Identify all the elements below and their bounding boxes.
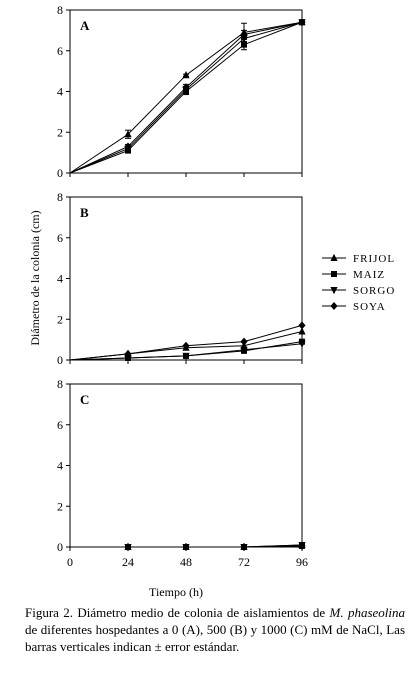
legend-label-frijol: FRIJOL xyxy=(353,253,395,265)
y-tick-label: 6 xyxy=(57,231,63,245)
panel-label: B xyxy=(80,205,89,220)
y-tick-label: 4 xyxy=(57,272,63,286)
legend-marker-frijol xyxy=(330,253,338,261)
legend: FRIJOL MAIZ SORGO SOYA xyxy=(322,253,395,313)
data-point-soya xyxy=(240,30,248,39)
y-tick-label: 2 xyxy=(57,125,63,139)
y-tick-label: 0 xyxy=(57,166,63,180)
legend-label-sorgo: SORGO xyxy=(353,285,395,297)
y-tick-label: 6 xyxy=(57,418,63,432)
y-tick-label: 2 xyxy=(57,312,63,326)
plot-frame xyxy=(69,383,303,548)
y-tick-label: 4 xyxy=(57,459,63,473)
y-tick-label: 6 xyxy=(57,44,63,58)
data-point-maiz xyxy=(241,41,247,48)
caption-suffix: de diferentes hospedantes a 0 (A), 500 (… xyxy=(25,622,405,654)
data-point-soya xyxy=(240,337,248,346)
data-point-soya xyxy=(298,541,306,550)
legend-label-soya: SOYA xyxy=(353,301,386,313)
legend-marker-sorgo xyxy=(330,287,338,295)
x-tick-label: 48 xyxy=(180,555,192,569)
y-tick-label: 8 xyxy=(57,190,63,204)
data-point-soya xyxy=(182,543,190,551)
series-line-sorgo xyxy=(69,21,303,174)
y-tick-label: 0 xyxy=(57,540,63,554)
x-axis-label: Tiempo (h) xyxy=(149,585,203,599)
y-tick-label: 2 xyxy=(57,499,63,513)
y-tick-label: 8 xyxy=(57,3,63,17)
data-point-soya xyxy=(182,341,190,350)
y-axis-label: Diámetro de la colonia (cm) xyxy=(28,210,42,345)
data-point-sorgo xyxy=(298,340,306,348)
x-tick-label: 24 xyxy=(122,555,134,569)
data-point-soya xyxy=(240,543,248,551)
legend-label-maiz: MAIZ xyxy=(353,269,385,281)
y-tick-label: 8 xyxy=(57,377,63,391)
x-tick-label: 72 xyxy=(238,555,250,569)
data-point-frijol xyxy=(124,130,132,138)
data-point-sorgo xyxy=(124,354,132,363)
x-tick-label: 96 xyxy=(296,555,308,569)
y-tick-label: 4 xyxy=(57,85,63,99)
legend-marker-maiz xyxy=(331,271,337,277)
y-tick-label: 0 xyxy=(57,353,63,367)
data-point-soya xyxy=(298,321,306,330)
data-point-frijol xyxy=(298,327,306,335)
panel-b: 0 2 4 6 8 B xyxy=(57,190,306,367)
panel-label: A xyxy=(80,18,90,33)
data-point-soya xyxy=(124,142,132,151)
x-tick-label: 0 xyxy=(67,555,73,569)
legend-marker-soya xyxy=(330,302,338,310)
data-point-sorgo xyxy=(240,35,248,43)
data-point-soya xyxy=(124,543,132,551)
panel-label: C xyxy=(80,392,89,407)
series-line-maiz xyxy=(69,21,303,174)
data-point-soya xyxy=(182,83,190,92)
data-point-soya xyxy=(298,18,306,27)
series-line-soya xyxy=(69,21,303,174)
data-point-soya xyxy=(124,349,132,358)
data-point-sorgo xyxy=(182,352,190,361)
caption-species: M. phaseolina xyxy=(329,605,405,620)
caption-prefix: Figura 2. Diámetro medio de colonia de a… xyxy=(25,605,326,620)
panel-a: 0 2 4 6 8 A xyxy=(57,3,306,180)
data-point-sorgo xyxy=(240,346,248,355)
data-point-frijol xyxy=(182,71,190,79)
series-line-frijol xyxy=(69,21,303,174)
figure-caption: Figura 2. Diámetro medio de colonia de a… xyxy=(25,604,405,655)
